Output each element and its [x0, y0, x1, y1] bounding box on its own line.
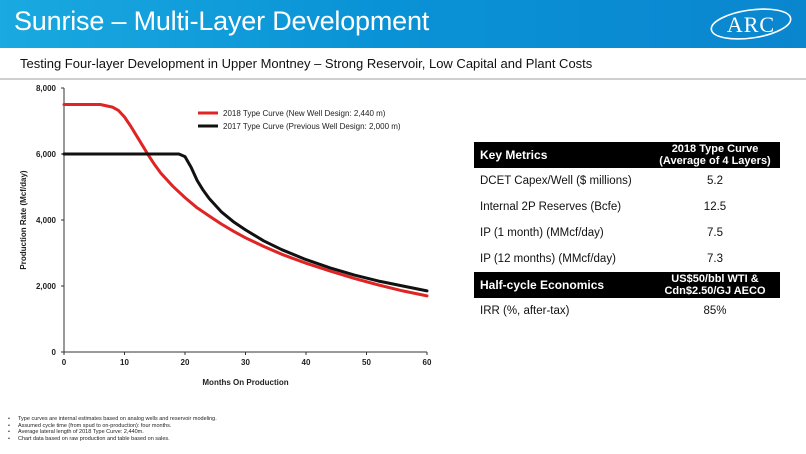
economics-header: Half-cycle Economics [474, 272, 650, 298]
chart-legend: 2018 Type Curve (New Well Design: 2,440 … [198, 109, 401, 131]
metric-label: IRR (%, after-tax) [480, 305, 570, 317]
x-tick-label: 50 [362, 358, 371, 367]
y-tick-label: 2,000 [36, 282, 57, 291]
metric-value: 7.5 [707, 227, 723, 239]
footnote: • Average lateral length of 2018 Type Cur… [8, 429, 144, 436]
footnote: • Assumed cycle time (from spud to on-pro… [8, 422, 172, 429]
metric-label: IP (1 month) (MMcf/day) [480, 227, 604, 239]
metric-value: 7.3 [707, 253, 723, 265]
key-metrics-header: Key Metrics [474, 142, 650, 168]
slide-subtitle: Testing Four-layer Development in Upper … [20, 56, 593, 71]
series-lines [62, 103, 429, 298]
table-row: Internal 2P Reserves (Bcfe) 12.5 [474, 194, 780, 220]
y-axis-title: Production Rate (Mcf/day) [19, 170, 28, 269]
table-row: IP (12 months) (MMcf/day) 7.3 [474, 246, 780, 272]
table-row: DCET Capex/Well ($ millions) 5.2 [474, 168, 780, 194]
series-2017-line [62, 152, 429, 293]
type-curve-header: 2018 Type Curve (Average of 4 Layers) [650, 142, 780, 168]
metric-value: 85% [703, 305, 727, 317]
metric-label: Internal 2P Reserves (Bcfe) [480, 201, 622, 213]
series-2018-line [62, 103, 429, 298]
table-row: IRR (%, after-tax) 85% [474, 298, 780, 324]
divider [0, 78, 806, 80]
logo-text: ARC [726, 12, 776, 37]
x-tick-labels: 0 10 20 30 40 50 60 [62, 352, 432, 367]
x-tick-label: 40 [302, 358, 311, 367]
legend-label: 2018 Type Curve (New Well Design: 2,440 … [223, 109, 386, 118]
y-tick-label: 8,000 [36, 84, 57, 93]
x-axis-title: Months On Production [202, 378, 288, 387]
x-tick-label: 0 [62, 358, 67, 367]
metrics-table: Key Metrics 2018 Type Curve (Average of … [474, 142, 780, 324]
x-tick-label: 20 [181, 358, 190, 367]
metric-label: IP (12 months) (MMcf/day) [480, 253, 616, 265]
metrics-header-row: Key Metrics 2018 Type Curve (Average of … [474, 142, 780, 168]
header-bar: Sunrise – Multi-Layer Development ARC [0, 0, 806, 48]
production-chart: 0 10 20 30 40 50 60 0 2,000 4,000 6,000 8,000 Mont… [19, 84, 432, 387]
logo-swoosh-icon [710, 8, 792, 40]
page-title: Sunrise – Multi-Layer Development [14, 6, 430, 36]
y-tick-labels: 0 2,000 4,000 6,000 8,000 [36, 84, 64, 357]
table-row: IP (1 month) (MMcf/day) 7.5 [474, 220, 780, 246]
x-tick-label: 30 [241, 358, 250, 367]
y-tick-label: 0 [52, 348, 57, 357]
economics-header-row: Half-cycle Economics US$50/bbl WTI & Cdn… [474, 272, 780, 298]
metric-value: 5.2 [707, 175, 723, 187]
footnotes: • Type curves are internal estimates base… [8, 416, 508, 442]
y-tick-label: 4,000 [36, 216, 57, 225]
footnote: • Chart data based on raw production and … [8, 435, 170, 442]
price-deck-header: US$50/bbl WTI & Cdn$2.50/GJ AECO [650, 272, 780, 298]
y-tick-label: 6,000 [36, 150, 57, 159]
x-tick-label: 10 [120, 358, 129, 367]
metric-label: DCET Capex/Well ($ millions) [480, 175, 632, 187]
legend-label: 2017 Type Curve (Previous Well Design: 2… [223, 122, 401, 131]
arc-logo: ARC [708, 6, 794, 42]
footnote: • Type curves are internal estimates base… [8, 416, 217, 422]
metric-value: 12.5 [703, 201, 727, 213]
x-tick-label: 60 [423, 358, 432, 367]
